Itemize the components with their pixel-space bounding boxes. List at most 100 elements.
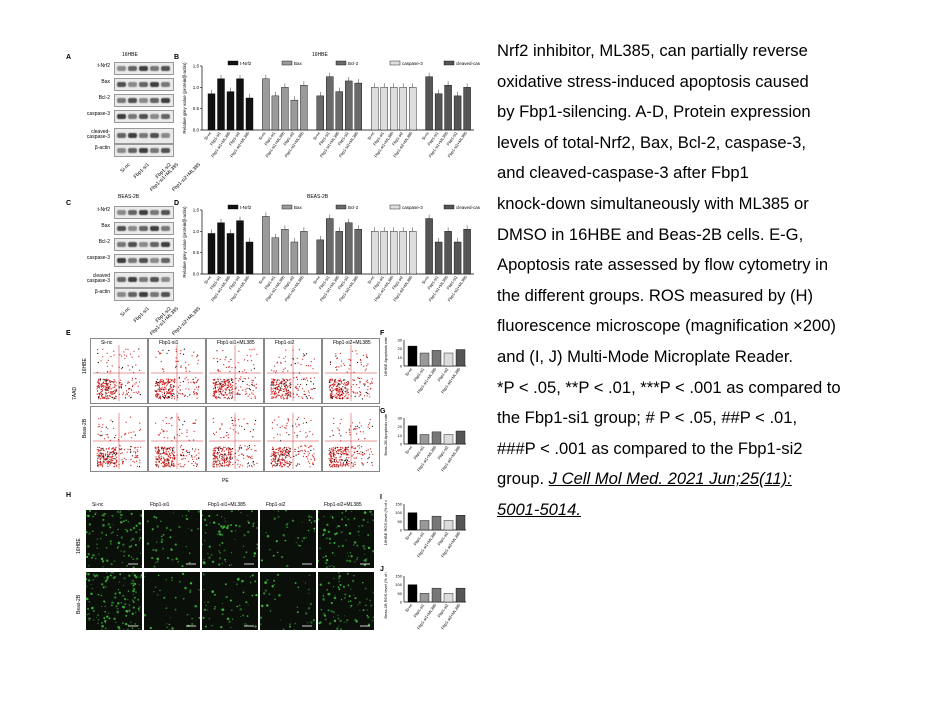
flow-plot-group-label: Fbp1-si2+ML385 — [333, 340, 371, 346]
bar — [434, 93, 443, 131]
blot-band — [150, 277, 159, 282]
blot-row-label: caspase-3 — [86, 255, 110, 261]
y-tick-label: 20 — [398, 346, 403, 351]
blot-band — [161, 277, 170, 282]
blot-band — [150, 242, 159, 247]
micro-image — [318, 572, 374, 630]
flow-plot-group-label: Fbp1-si2 — [275, 340, 295, 346]
citation-link[interactable]: J Cell Mol Med. 2021 Jun;25(11): — [548, 469, 792, 489]
blot-strip — [114, 222, 174, 235]
y-tick-label: 0 — [400, 364, 403, 369]
blot-band — [161, 292, 170, 297]
blot-band — [117, 226, 126, 231]
y-tick-label: 0 — [400, 600, 403, 605]
caption-line: by Fbp1-silencing. A-D, Protein expressi… — [497, 102, 811, 122]
bar — [354, 229, 363, 275]
y-tick-label: 0 — [400, 528, 403, 533]
blot-band — [128, 114, 137, 119]
micro-group-label: Fbp1-si1 — [150, 502, 170, 508]
caption-line: Apoptosis rate assessed by flow cytometr… — [497, 255, 829, 275]
bar — [271, 95, 280, 131]
bar — [425, 218, 433, 275]
bar — [326, 218, 334, 275]
bar — [316, 95, 325, 131]
micro-image — [202, 572, 258, 630]
blot-row-label: cleaved caspase-3 — [86, 273, 110, 284]
y-tick-label: 50 — [398, 519, 403, 524]
bar — [217, 78, 225, 131]
y-tick-label: 10 — [398, 355, 403, 360]
bar — [425, 76, 433, 131]
blot-band — [128, 277, 137, 282]
y-tick-label: 0.0 — [193, 128, 200, 133]
bar — [399, 231, 407, 275]
y-tick-label: 0 — [400, 442, 403, 447]
y-tick-label: 30 — [398, 338, 403, 343]
blot-band — [161, 148, 170, 153]
legend-label: Bcl-2 — [348, 61, 359, 66]
blot-band — [117, 66, 126, 71]
blot-band — [139, 82, 148, 87]
blot-strip — [114, 272, 174, 288]
caption-line: knock-down simultaneously with ML385 or — [497, 193, 809, 213]
bar — [431, 515, 442, 531]
flow-plot: Fbp1-si1 — [148, 338, 206, 404]
micro-image — [318, 510, 374, 568]
legend-swatch — [335, 60, 347, 66]
bar — [443, 593, 454, 603]
blot-band — [161, 242, 170, 247]
blot-row-label: Bcl-2 — [98, 95, 110, 101]
blot-band — [150, 114, 159, 119]
bar — [245, 241, 254, 275]
bar — [300, 85, 308, 131]
caption-last-prefix: group. — [497, 469, 549, 489]
blot-band — [139, 66, 148, 71]
legend-swatch — [443, 60, 455, 66]
bar — [443, 434, 454, 445]
x-tick-label: Si-nc — [366, 275, 375, 285]
blot-row-label: Bax — [101, 223, 110, 229]
blot-band — [150, 82, 159, 87]
bar — [380, 231, 388, 275]
caption-citation-line: 5001-5014. — [497, 495, 897, 526]
ros-chart-16hbe: 0 50 100 150 16HBE ROS level (% of control) S… — [383, 500, 466, 558]
blot-band — [117, 114, 126, 119]
blot-band — [150, 133, 159, 138]
panel-g-letter: G — [380, 408, 386, 415]
bar — [290, 241, 299, 275]
x-tick-label: Si-nc — [421, 131, 430, 141]
figure: A 16HBE B 16HBE 0.0 0.5 1.0 1.5 Relative gre… — [62, 48, 486, 660]
caption-line: the different groups. ROS measured by (H… — [497, 285, 814, 305]
blot-band — [117, 82, 126, 87]
blot-band — [117, 98, 126, 103]
y-tick-label: 10 — [398, 433, 403, 438]
bar — [408, 231, 417, 275]
blot-band — [161, 133, 170, 138]
blot-band — [139, 210, 148, 215]
bar — [370, 231, 379, 275]
micro-image — [202, 510, 258, 568]
panel-b-title: 16HBE — [312, 52, 328, 58]
caption-final-line: group. J Cell Mol Med. 2021 Jun;25(11): — [497, 464, 897, 495]
citation-pages-link[interactable]: 5001-5014. — [497, 499, 581, 519]
blot-band — [161, 98, 170, 103]
blot-band — [117, 210, 126, 215]
blot-band — [161, 226, 170, 231]
blot-band — [128, 292, 137, 297]
micro-group-label: Fbp1-si2+ML385 — [324, 502, 362, 508]
y-axis-label: 16HBE ROS level (% of control) — [383, 500, 388, 545]
micro-image — [144, 510, 200, 568]
bar — [431, 350, 442, 367]
blot-band — [117, 242, 126, 247]
blot-row-label: Bax — [101, 79, 110, 85]
bar — [236, 220, 244, 275]
blot-band — [150, 98, 159, 103]
bar — [207, 233, 216, 275]
bar-chart-16hbe: 0.0 0.5 1.0 1.5 Relative grey value (protein… — [182, 60, 480, 158]
caption-line: *P < .05, **P < .01, ***P < .001 as comp… — [497, 377, 841, 397]
bar-chart-beas2b: 0.0 0.5 1.0 1.5 Relative grey value (protein… — [182, 204, 480, 302]
panel-c-letter: C — [66, 200, 72, 207]
bar — [389, 87, 398, 131]
blot-band — [128, 258, 137, 263]
